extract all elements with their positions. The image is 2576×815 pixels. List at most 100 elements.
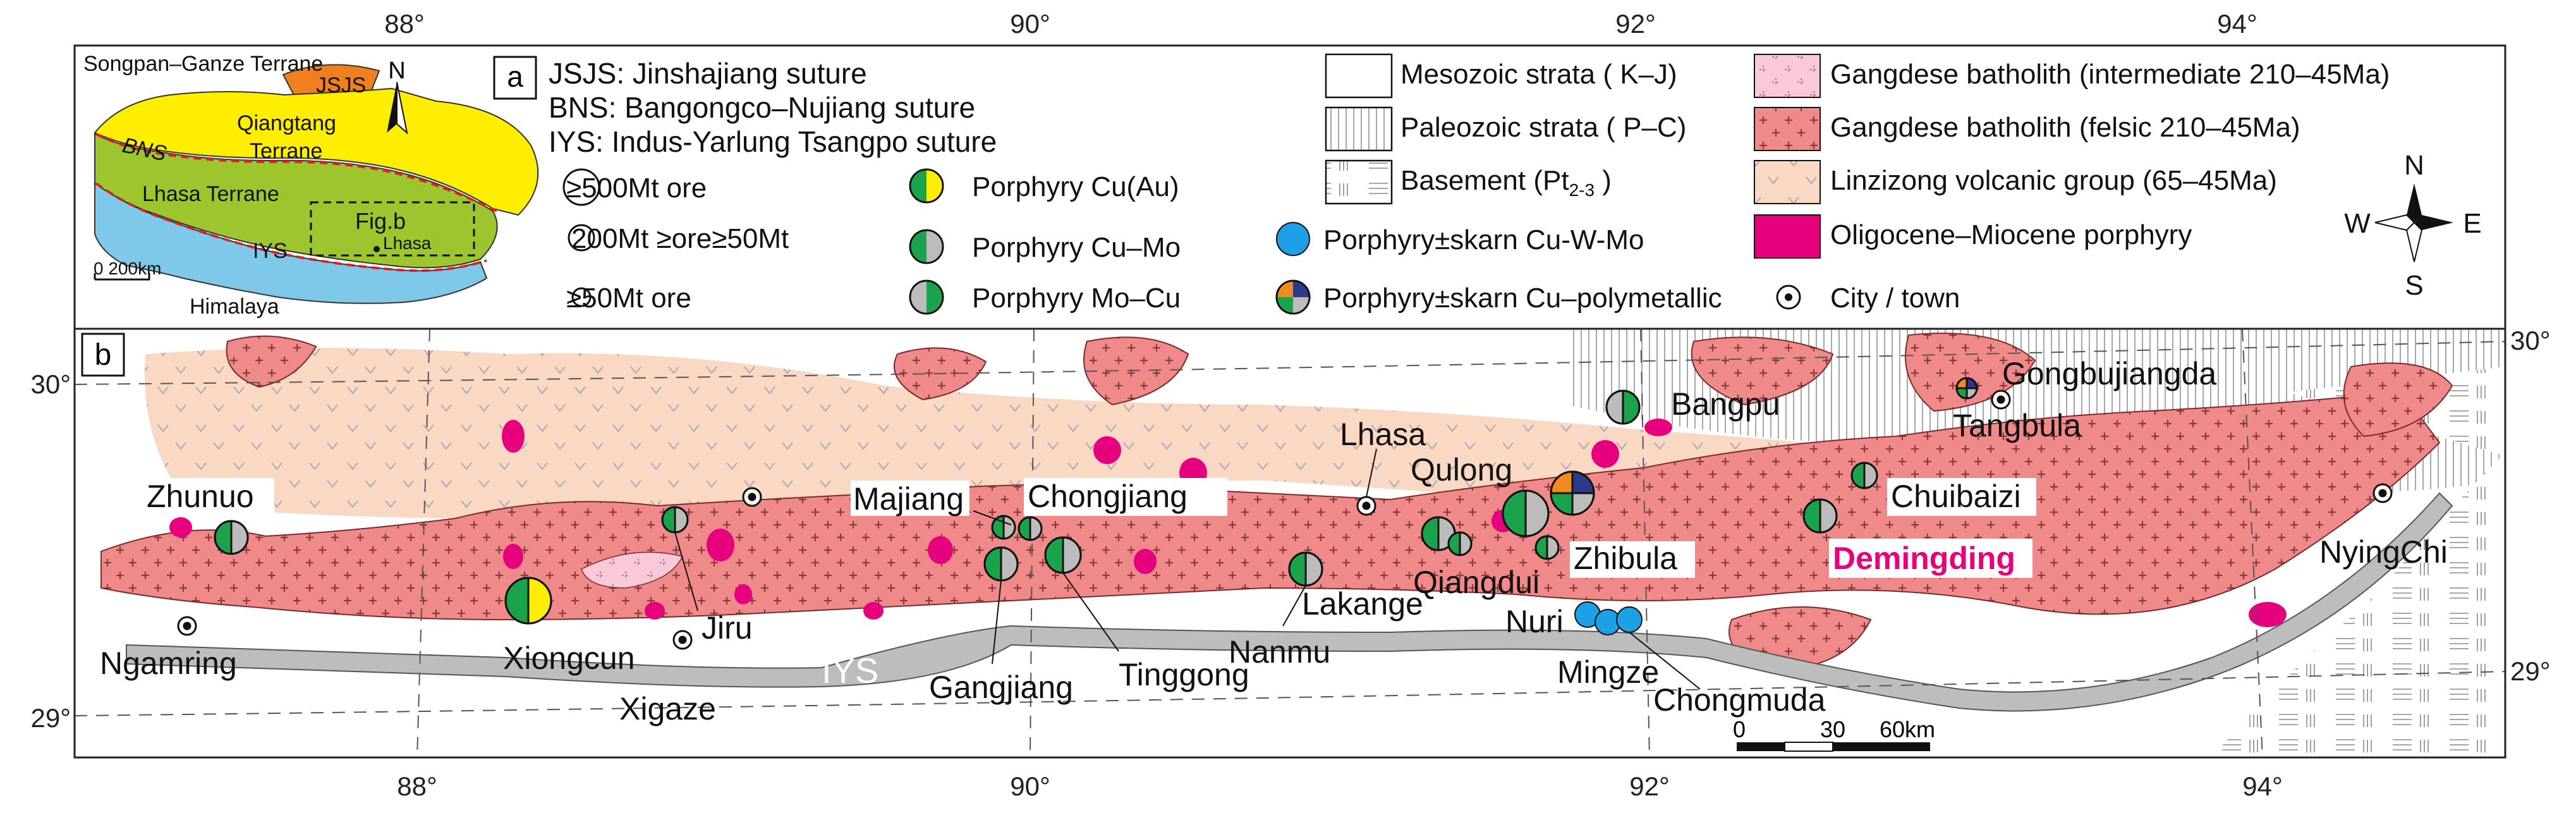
top-lon-92: 92° — [1615, 9, 1656, 39]
inset-jsjs-label: JSJS — [316, 73, 366, 97]
bottom-lon-88: 88° — [397, 771, 437, 801]
deposit-qiangdui-2 — [1447, 531, 1473, 556]
inset-bns-line — [95, 133, 500, 214]
label-gangjiang: Gangjiang — [929, 670, 1073, 705]
deposit-xiongcun — [504, 577, 552, 625]
legend-basement: Basement (Pt2-3 ) — [1400, 165, 1612, 200]
legend: a JSJS: Jinshajiang suture BNS: Bangongc… — [493, 53, 2482, 315]
gangdese-felsic-north-6 — [2343, 362, 2453, 438]
inset-lhasa-terrane-label: Lhasa Terrane — [142, 182, 279, 206]
leader-lines — [674, 448, 1701, 690]
label-chuibaizi: Chuibaizi — [1891, 479, 2021, 514]
inset-himalaya-label: Himalaya — [190, 295, 279, 319]
panel-a-label-box — [493, 56, 537, 100]
deposit-jiru — [661, 506, 689, 534]
deposit-polymetallic — [1550, 470, 1595, 516]
top-lon-90: 90° — [1010, 9, 1050, 39]
compass-rose: N S W E — [2344, 150, 2481, 301]
legend-swatch-porphyry — [1754, 214, 1821, 259]
deposit-chuibaizi — [1802, 498, 1838, 534]
legend-swatch-basement — [1325, 159, 1393, 205]
legend-linzizong: Linzizong volcanic group (65–45Ma) — [1830, 165, 2277, 196]
label-iys: IYS — [822, 651, 878, 690]
label-nyingchi: NyingChi — [2319, 534, 2448, 570]
label-demingding: Demingding — [1833, 541, 2015, 576]
deposit-nanmu — [1288, 551, 1323, 587]
deposit-nuri-mingze — [1574, 601, 1643, 635]
legend-symbol-cu-polymetallic — [1275, 279, 1311, 315]
inset-lhasa-dot — [374, 246, 380, 252]
legend-symbol-cu-w-mo — [1276, 222, 1310, 256]
legend-bns: BNS: Bangongco–Nujiang suture — [549, 91, 975, 124]
compass-west: W — [2344, 208, 2371, 239]
gangdese-intermediate — [581, 551, 684, 589]
label-nanmu: Nanmu — [1229, 634, 1330, 670]
label-gongbujiangda: Gongbujiangda — [2002, 356, 2216, 391]
compass-south: S — [2405, 270, 2423, 301]
panel-b-label-box — [81, 333, 125, 377]
bottom-lon-92: 92° — [1629, 771, 1670, 801]
legend-skarn-cu-w-mo: Porphyry±skarn Cu-W-Mo — [1323, 224, 1644, 255]
inset-north-label: N — [388, 58, 405, 84]
label-tinggong: Tinggong — [1119, 657, 1249, 692]
deposit-zhunuo — [214, 520, 249, 555]
inset-songpan-label: Songpan–Ganze Terrane — [83, 52, 323, 76]
label-zhibula: Zhibula — [1574, 541, 1677, 576]
label-nuri: Nuri — [1505, 604, 1564, 639]
city-gongbujiangda-marker — [1991, 389, 2011, 410]
axis-labels: 88° 90° 92° 94° 88° 90° 92° 94° 30° 29° … — [30, 9, 2550, 801]
legend-strata: Mesozoic strata ( K–J) Paleozoic strata … — [1325, 53, 1686, 205]
label-tangbula: Tangbula — [1953, 408, 2081, 443]
panel-b-label: b — [95, 338, 112, 372]
bottom-lon-94: 94° — [2242, 771, 2283, 801]
legend-swatch-linzizong — [1754, 160, 1821, 204]
inset-scale-bar — [94, 273, 150, 281]
legend-gangdese-felsic: Gangdese batholith (felsic 210–45Ma) — [1830, 112, 2300, 143]
bottom-lon-90: 90° — [1010, 771, 1050, 801]
inset-qiangtang-terrane — [94, 87, 539, 216]
right-lat-30: 30° — [2510, 326, 2551, 355]
legend-city: City / town — [1830, 283, 1960, 314]
legend-symbol-cu-mo — [909, 229, 944, 264]
legend-swatch-intermediate — [1754, 54, 1821, 98]
legend-swatch-mesozoic — [1325, 53, 1393, 99]
legend-gangdese-intermediate: Gangdese batholith (intermediate 210–45M… — [1830, 59, 2390, 90]
inset-scale-label: 0 200km — [94, 259, 161, 278]
gangdese-felsic-north-1 — [226, 335, 317, 388]
left-lat-30: 30° — [30, 369, 71, 399]
legend-oligocene-miocene: Oligocene–Miocene porphyry — [1830, 219, 2192, 250]
panel-b-frame — [73, 328, 2506, 759]
legend-symbol-mo-cu — [909, 279, 944, 315]
legend-symbol-cu-au — [909, 168, 944, 204]
label-qiangdui: Qiangdui — [1413, 565, 1540, 600]
panel-b-map: b 0 30 60km — [75, 329, 2505, 757]
label-ngamring: Ngamring — [100, 646, 237, 681]
legend-porphyry-mo-cu: Porphyry Mo–Cu — [972, 283, 1181, 314]
inset-north-arrow: N — [387, 58, 408, 135]
deposit-chongjiang — [1018, 516, 1043, 541]
label-qulong: Qulong — [1411, 452, 1512, 487]
legend-iys: IYS: Indus-Yarlung Tsangpo suture — [549, 125, 997, 158]
legend-deposit-types: Porphyry Cu(Au) Porphyry Cu–Mo Porphyry … — [909, 168, 1722, 315]
deposit-gangjiang — [983, 546, 1019, 582]
inset-lhasa-label: Lhasa — [383, 233, 432, 253]
deposit-qulong — [1502, 489, 1550, 537]
basement-strata — [2212, 367, 2505, 757]
legend-porphyry-cu-mo: Porphyry Cu–Mo — [972, 232, 1181, 263]
legend-porphyry-cu-au: Porphyry Cu(Au) — [972, 171, 1179, 202]
city-xigaze-marker — [672, 630, 693, 650]
inset-qiangtang-label-2: Terrane — [250, 139, 322, 163]
city-lhasa-marker — [1356, 496, 1376, 516]
gangdese-felsic-north-4 — [1691, 336, 1834, 406]
label-zhunuo: Zhunuo — [147, 479, 254, 514]
left-lat-29: 29° — [30, 703, 71, 733]
inset-map: Songpan–Ganze Terrane JSJS Qiangtang Ter… — [83, 52, 539, 319]
legend-swatch-felsic — [1754, 107, 1821, 151]
top-lon-94: 94° — [2217, 9, 2257, 39]
label-chongjiang: Chongjiang — [1028, 479, 1188, 514]
oligocene-miocene-porphyries — [169, 419, 2287, 627]
compass-east: E — [2463, 208, 2481, 239]
deposit-bangpu — [1605, 389, 1641, 425]
legend-magmatic: Gangdese batholith (intermediate 210–45M… — [1754, 54, 2390, 314]
